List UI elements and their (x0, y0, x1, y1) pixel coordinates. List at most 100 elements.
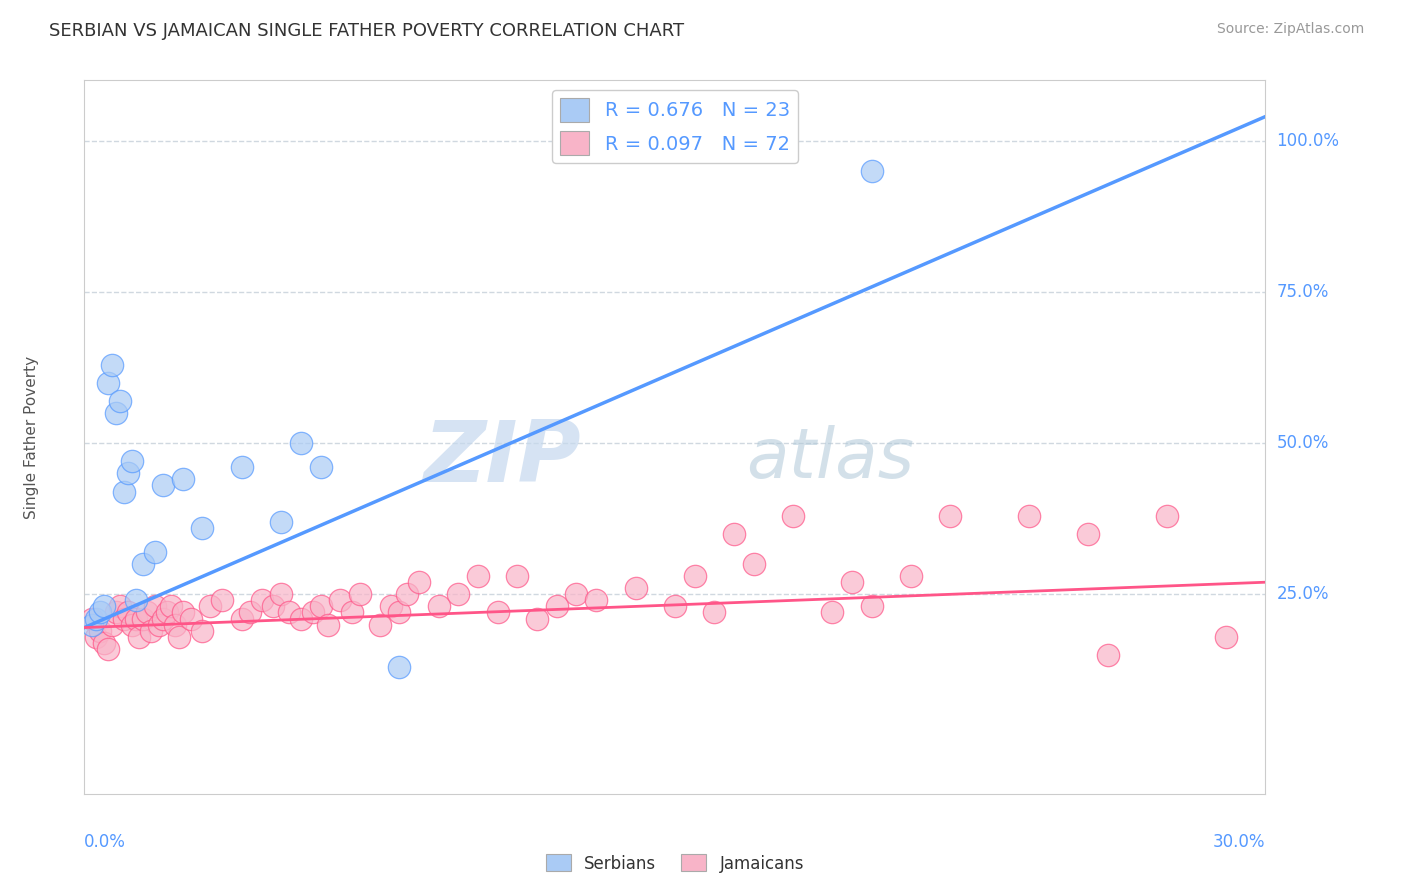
Point (82, 611, 104, 625)
Point (565, 587, 588, 601)
Point (104, 406, 127, 420)
Point (388, 660, 411, 674)
Point (526, 611, 548, 625)
Point (93, 599, 115, 614)
Point (93, 636, 115, 650)
Point (101, 358, 124, 372)
Point (108, 393, 131, 408)
Point (782, 508, 804, 523)
Point (1097, 648, 1119, 662)
Point (703, 606, 725, 620)
Point (841, 575, 863, 590)
Point (624, 581, 647, 595)
Point (262, 599, 284, 614)
Point (97, 376, 120, 390)
Point (368, 617, 391, 632)
Point (108, 599, 131, 614)
Point (172, 606, 194, 620)
Point (112, 484, 135, 499)
Point (270, 515, 292, 529)
Point (408, 575, 430, 590)
Point (447, 587, 470, 601)
Point (664, 599, 686, 614)
Point (900, 569, 922, 583)
Point (486, 606, 509, 620)
Point (132, 611, 155, 625)
Point (163, 617, 186, 632)
Point (152, 478, 174, 492)
Point (231, 611, 253, 625)
Point (309, 460, 332, 475)
Point (180, 611, 202, 625)
Point (860, 599, 883, 614)
Point (585, 593, 607, 607)
Point (132, 557, 155, 571)
Point (290, 611, 312, 625)
Legend: Serbians, Jamaicans: Serbians, Jamaicans (538, 847, 811, 880)
Point (104, 606, 127, 620)
Point (156, 606, 179, 620)
Point (143, 545, 166, 559)
Point (89, 606, 111, 620)
Text: SERBIAN VS JAMAICAN SINGLE FATHER POVERTY CORRELATION CHART: SERBIAN VS JAMAICAN SINGLE FATHER POVERT… (49, 22, 685, 40)
Point (349, 587, 371, 601)
Text: 50.0%: 50.0% (1277, 434, 1329, 452)
Point (136, 606, 159, 620)
Point (1156, 508, 1178, 523)
Point (329, 593, 352, 607)
Point (128, 630, 150, 644)
Point (239, 606, 262, 620)
Point (191, 624, 214, 638)
Point (97, 641, 120, 656)
Point (1077, 526, 1099, 541)
Point (278, 606, 301, 620)
Point (250, 593, 273, 607)
Text: Source: ZipAtlas.com: Source: ZipAtlas.com (1216, 22, 1364, 37)
Point (506, 569, 529, 583)
Point (84, 611, 107, 625)
Point (160, 599, 183, 614)
Point (167, 630, 190, 644)
Text: ZIP: ZIP (423, 417, 581, 500)
Point (124, 611, 146, 625)
Point (742, 557, 765, 571)
Point (200, 599, 222, 614)
Point (723, 526, 745, 541)
Point (318, 617, 340, 632)
Point (141, 624, 163, 638)
Point (396, 587, 419, 601)
Text: 100.0%: 100.0% (1277, 132, 1340, 150)
Point (683, 569, 706, 583)
Point (89, 624, 111, 638)
Point (121, 454, 143, 468)
Point (112, 611, 135, 625)
Point (152, 611, 174, 625)
Point (301, 606, 323, 620)
Point (340, 606, 363, 620)
Point (172, 472, 194, 486)
Point (939, 508, 962, 523)
Text: 75.0%: 75.0% (1277, 283, 1329, 301)
Point (84, 630, 107, 644)
Point (124, 593, 146, 607)
Point (117, 467, 139, 481)
Point (1215, 630, 1237, 644)
Point (467, 569, 489, 583)
Point (121, 617, 143, 632)
Point (101, 617, 124, 632)
Point (117, 606, 139, 620)
Point (388, 606, 411, 620)
Text: 30.0%: 30.0% (1213, 833, 1265, 851)
Text: 0.0%: 0.0% (84, 833, 127, 851)
Point (148, 617, 170, 632)
Text: Single Father Poverty: Single Father Poverty (24, 356, 39, 518)
Point (231, 460, 253, 475)
Point (191, 521, 214, 535)
Point (546, 599, 568, 614)
Text: 25.0%: 25.0% (1277, 585, 1329, 603)
Point (1018, 508, 1040, 523)
Legend: R = 0.676   N = 23, R = 0.097   N = 72: R = 0.676 N = 23, R = 0.097 N = 72 (553, 90, 797, 162)
Point (380, 599, 402, 614)
Point (143, 599, 166, 614)
Point (270, 587, 292, 601)
